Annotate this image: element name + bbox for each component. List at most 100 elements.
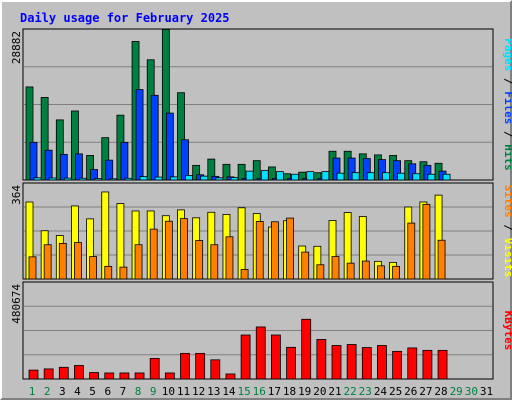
legend-item-kbytes: KBytes — [502, 311, 512, 351]
bar-sites-day-17 — [270, 221, 279, 280]
bar-sites-day-27 — [422, 203, 431, 280]
x-tick-day-30: 30 — [465, 385, 478, 398]
legend-item-hits: Hits — [502, 144, 512, 171]
bar-pages-day-10 — [169, 176, 178, 181]
x-tick-day-5: 5 — [89, 385, 96, 398]
x-tick-day-25: 25 — [389, 385, 402, 398]
bar-sites-day-6 — [104, 265, 113, 280]
bar-files-day-23 — [362, 158, 371, 181]
bar-pages-day-11 — [185, 174, 193, 181]
x-tick-day-31: 31 — [480, 385, 493, 398]
bar-hits-day-5 — [86, 155, 94, 181]
bar-files-day-10 — [165, 112, 174, 181]
bar-pages-day-20 — [321, 171, 330, 181]
bar-kbytes-day-4 — [74, 365, 84, 380]
x-tick-day-19: 19 — [298, 385, 311, 398]
bar-files-day-5 — [90, 169, 98, 181]
bar-sites-day-15 — [240, 269, 249, 280]
panel-max-label: 480674 — [10, 284, 23, 324]
bar-sites-day-11 — [180, 218, 188, 280]
bar-files-day-1 — [29, 141, 38, 181]
bar-pages-day-2 — [48, 177, 57, 181]
bar-sites-day-13 — [210, 244, 219, 280]
x-tick-day-29: 29 — [450, 385, 463, 398]
bar-files-day-21 — [332, 157, 341, 181]
bar-kbytes-day-12 — [195, 352, 206, 380]
x-tick-day-21: 21 — [328, 385, 341, 398]
x-tick-day-24: 24 — [374, 385, 388, 398]
bar-files-day-26 — [408, 163, 417, 181]
bar-sites-day-22 — [346, 262, 355, 280]
bar-hits-day-6 — [101, 137, 110, 181]
legend-item-sites: Sites — [502, 185, 512, 218]
x-tick-day-7: 7 — [120, 385, 127, 398]
bar-sites-day-12 — [195, 240, 204, 280]
bar-kbytes-day-6 — [104, 372, 115, 380]
bar-sites-day-28 — [437, 239, 446, 280]
x-tick-day-10: 10 — [162, 385, 175, 398]
bar-sites-day-7 — [119, 266, 128, 280]
bar-sites-day-9 — [149, 228, 158, 280]
bar-sites-day-16 — [255, 221, 264, 280]
x-tick-day-27: 27 — [419, 385, 432, 398]
bar-pages-day-22 — [351, 172, 360, 181]
bar-pages-day-16 — [260, 170, 269, 181]
x-tick-day-8: 8 — [135, 385, 142, 398]
x-tick-day-4: 4 — [74, 385, 81, 398]
bar-kbytes-day-14 — [225, 373, 236, 380]
x-tick-day-15: 15 — [237, 385, 250, 398]
bar-sites-day-10 — [164, 220, 173, 280]
bar-files-day-4 — [75, 153, 83, 181]
x-tick-day-20: 20 — [313, 385, 326, 398]
x-tick-day-18: 18 — [283, 385, 296, 398]
bar-files-day-22 — [347, 157, 356, 181]
bar-pages-day-1 — [33, 177, 42, 181]
bar-pages-day-19 — [306, 171, 315, 181]
x-tick-day-26: 26 — [404, 385, 417, 398]
legend-kbytes: KBytes — [502, 311, 512, 351]
bar-kbytes-day-28 — [437, 349, 448, 380]
bar-kbytes-day-21 — [331, 345, 342, 380]
bar-kbytes-day-16 — [255, 326, 266, 380]
bar-hits-day-15 — [237, 163, 246, 181]
chart-title: Daily usage for February 2025 — [20, 11, 230, 25]
x-tick-day-13: 13 — [207, 385, 220, 398]
bar-pages-day-5 — [94, 178, 102, 181]
bar-kbytes-day-23 — [361, 347, 372, 380]
bar-hits-day-1 — [25, 86, 34, 181]
bar-pages-day-21 — [336, 172, 345, 181]
bar-sites-day-1 — [28, 256, 37, 280]
bar-sites-day-19 — [301, 251, 310, 280]
bar-pages-day-25 — [397, 172, 406, 181]
bar-kbytes-day-25 — [392, 350, 403, 380]
legend-visits: Sites / Visits — [502, 185, 512, 278]
x-tick-day-17: 17 — [268, 385, 281, 398]
bar-pages-day-24 — [382, 172, 390, 181]
bar-pages-day-27 — [427, 173, 436, 181]
bar-pages-day-3 — [63, 177, 72, 181]
bar-pages-day-18 — [291, 173, 299, 181]
bar-pages-day-12 — [200, 175, 209, 181]
bar-pages-day-13 — [215, 177, 224, 181]
legend-item-files: Files — [502, 91, 512, 124]
bar-kbytes-day-8 — [134, 372, 145, 380]
bar-files-day-27 — [423, 164, 432, 181]
bar-kbytes-day-3 — [58, 366, 69, 380]
bar-visits-day-15 — [237, 207, 246, 280]
bar-kbytes-day-20 — [316, 339, 327, 380]
bar-pages-day-7 — [124, 177, 133, 181]
bar-hits-day-10 — [161, 29, 170, 181]
bar-sites-day-26 — [407, 222, 416, 280]
bar-files-day-9 — [150, 94, 159, 181]
bar-pages-day-15 — [245, 170, 254, 181]
bar-hits-day-11 — [177, 92, 185, 181]
bar-sites-day-4 — [74, 242, 82, 280]
bar-kbytes-day-10 — [164, 372, 175, 380]
bar-kbytes-day-9 — [149, 358, 160, 380]
x-tick-day-6: 6 — [104, 385, 111, 398]
bar-files-day-25 — [393, 160, 402, 181]
bar-files-day-3 — [59, 153, 68, 181]
bar-files-day-24 — [378, 159, 386, 181]
bar-files-day-8 — [135, 89, 144, 181]
